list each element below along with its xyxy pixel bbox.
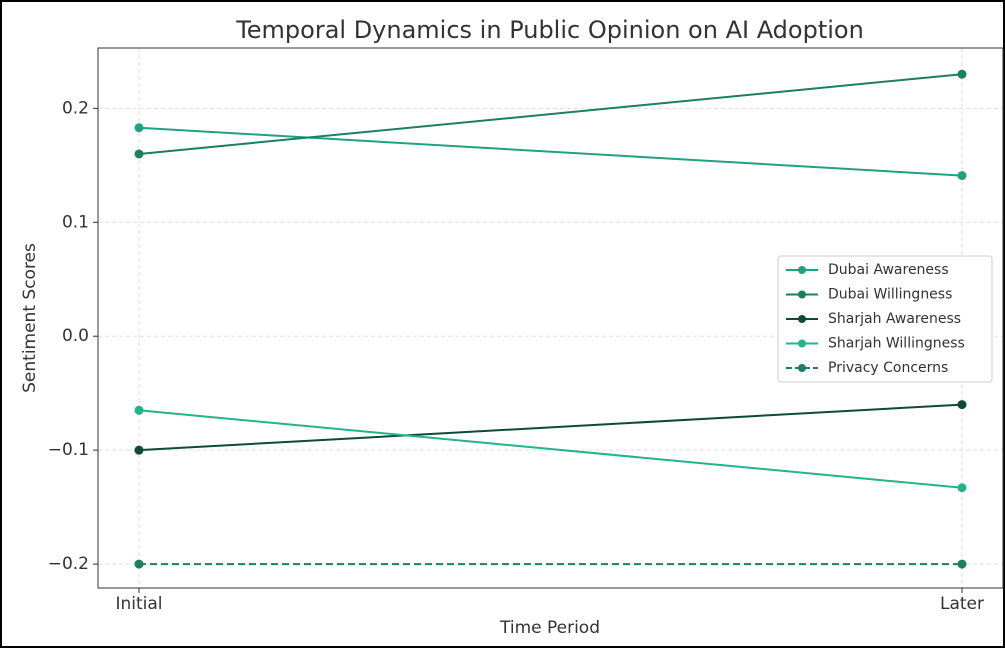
legend-box: [777, 255, 993, 383]
point: [957, 171, 967, 181]
series-line: [138, 409, 963, 489]
series-line: [138, 403, 963, 452]
point: [957, 69, 967, 79]
y-axis-label: Sentiment Scores: [20, 243, 40, 393]
y-tick-label: 0.1: [62, 212, 89, 232]
legend-label: Sharjah Willingness: [828, 336, 965, 352]
legend-marker: [798, 266, 806, 274]
x-tick-label: Later: [940, 594, 984, 614]
legend-label: Sharjah Awareness: [828, 311, 961, 327]
legend-label: Dubai Awareness: [828, 262, 949, 278]
point: [957, 400, 967, 410]
chart-title: Temporal Dynamics in Public Opinion on A…: [235, 16, 864, 44]
y-tick-label: −0.2: [48, 554, 89, 574]
y-tick-label: 0.2: [62, 98, 89, 118]
series-line: [138, 73, 963, 155]
point: [134, 405, 144, 415]
legend-label: Dubai Willingness: [828, 287, 952, 303]
series-line: [138, 126, 963, 177]
legend: Dubai Awareness Dubai Willingness Sharjah …: [777, 255, 993, 383]
plot-area: [97, 47, 1004, 589]
y-tick-label: 0.0: [62, 326, 89, 346]
point: [134, 123, 144, 133]
legend-marker: [798, 364, 806, 372]
x-tick-label: Initial: [115, 594, 162, 614]
point: [957, 559, 967, 569]
legend-label: Privacy Concerns: [828, 360, 948, 376]
legend-marker: [798, 290, 806, 299]
point: [134, 445, 144, 455]
legend-marker: [798, 315, 806, 323]
legend-marker: [798, 339, 806, 348]
x-axis-label: Time Period: [499, 618, 600, 638]
point: [957, 483, 967, 493]
y-tick-label: −0.1: [48, 440, 89, 460]
point: [134, 149, 144, 159]
point: [134, 559, 144, 569]
